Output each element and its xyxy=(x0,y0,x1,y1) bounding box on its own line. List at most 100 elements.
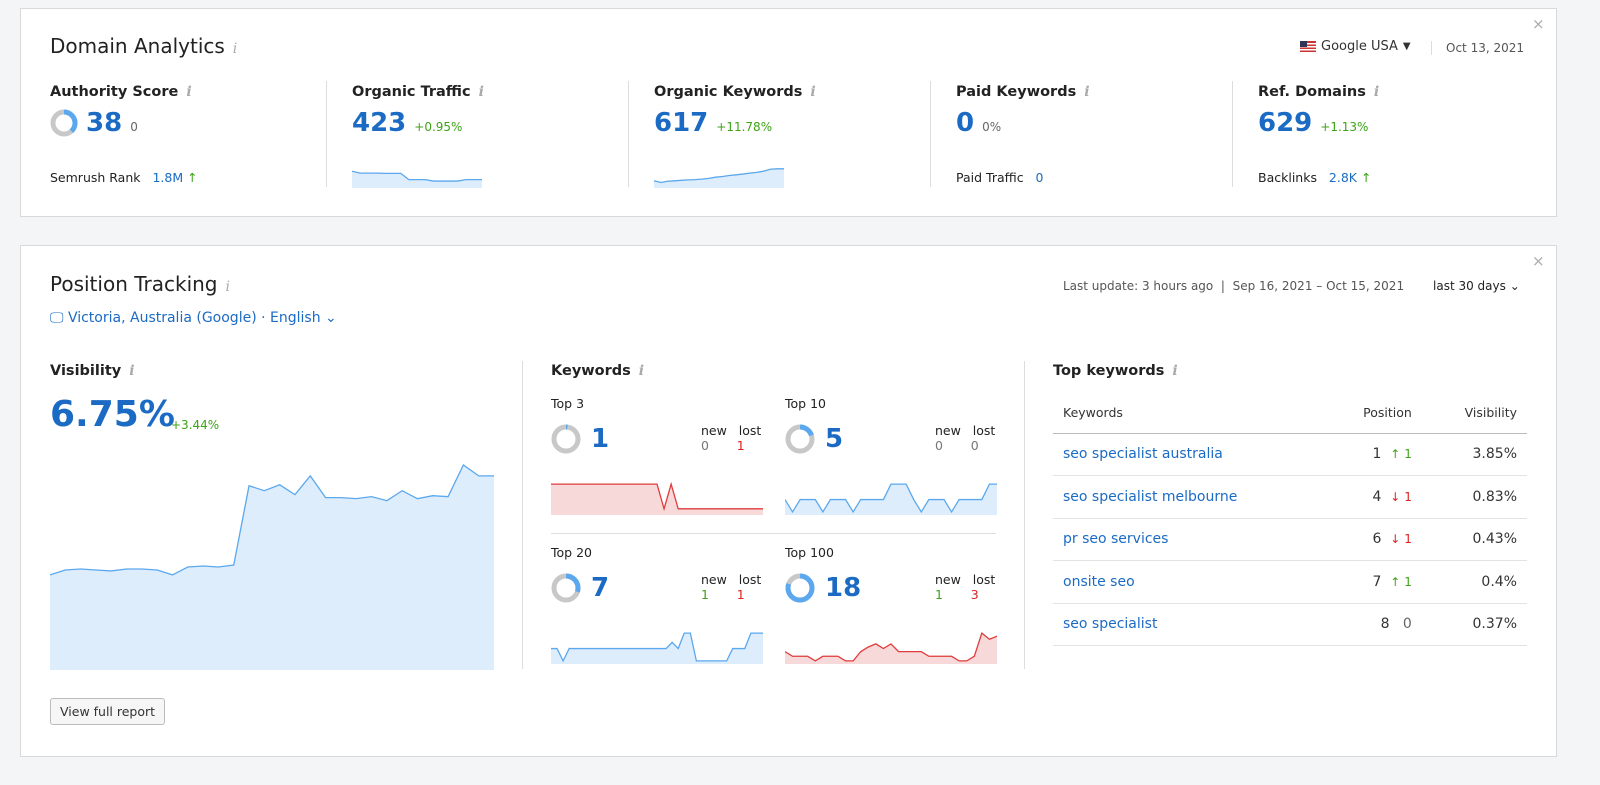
sparkline-line xyxy=(50,463,494,576)
visibility-value: 6.75% xyxy=(50,394,175,435)
sparkline-area xyxy=(50,465,494,670)
period-selector[interactable]: last 30 days ⌄ xyxy=(1433,279,1520,293)
metric-change: +0.95% xyxy=(414,120,463,134)
new-label: new xyxy=(935,572,961,587)
position-diff: 0 xyxy=(1402,616,1412,633)
sub-value[interactable]: 1.8M xyxy=(152,170,184,185)
info-icon[interactable]: i xyxy=(478,84,484,100)
keyword-link[interactable]: seo specialist australia xyxy=(1063,446,1223,463)
new-label: new xyxy=(701,572,727,587)
group-sparkline xyxy=(551,632,763,664)
metric-3: Paid Keywords i 0 0% Paid Traffic 0 xyxy=(956,84,1236,204)
info-icon[interactable]: i xyxy=(1172,363,1178,379)
new-label: new xyxy=(935,423,961,438)
database-selector[interactable]: Google USA ▼ xyxy=(1300,39,1411,54)
monitor-icon: 🖵 xyxy=(50,310,64,326)
metric-0: Authority Score i 38 0 Semrush Rank 1.8M ↑ xyxy=(50,84,330,204)
new-count: 1 xyxy=(701,587,709,602)
lost-count: 3 xyxy=(970,587,979,602)
keyword-group-top-20: Top 20 7 new lost 1 1 xyxy=(551,545,763,675)
metric-change: +11.78% xyxy=(716,120,773,134)
info-icon[interactable]: i xyxy=(129,363,135,379)
keywords-heading: Keywords i xyxy=(551,363,645,379)
new-count: 0 xyxy=(701,438,709,453)
lost-label: lost xyxy=(738,423,762,438)
position-diff: 1 xyxy=(1404,489,1412,504)
position-tracking-title: Position Tracking i xyxy=(50,272,230,296)
sparkline-area xyxy=(551,484,763,515)
database-label: Google USA xyxy=(1321,39,1398,54)
info-icon[interactable]: i xyxy=(1084,84,1090,100)
metric-label: Ref. Domains i xyxy=(1258,84,1380,100)
close-icon[interactable]: × xyxy=(1532,252,1545,270)
chevron-down-icon: ⌄ xyxy=(1509,279,1520,293)
metric-2: Organic Keywords i 617 +11.78% xyxy=(654,84,934,204)
keyword-link[interactable]: onsite seo xyxy=(1063,573,1135,590)
arrow-up-icon: ↑ xyxy=(1360,170,1372,185)
view-full-report-button[interactable]: View full report xyxy=(50,698,166,725)
lost-label: lost xyxy=(972,572,996,587)
column-header-position: Position xyxy=(1363,405,1412,421)
group-sparkline xyxy=(551,481,763,515)
domain-analytics-title: Domain Analytics i xyxy=(50,34,237,58)
close-icon[interactable]: × xyxy=(1532,15,1545,33)
top-keywords-table: Keywords Position Visibility seo special… xyxy=(1053,393,1527,646)
metric-label: Organic Keywords i xyxy=(654,84,816,100)
domain-analytics-card: Domain Analytics i × Google USA ▼ Oct 13, … xyxy=(20,8,1557,217)
position-diff: 1 xyxy=(1404,447,1412,462)
new-count: 1 xyxy=(935,587,943,602)
sub-label: Paid Traffic xyxy=(956,170,1024,185)
table-row: seo specialist australia 1 ↑ 1 3.85% xyxy=(1053,433,1527,476)
sparkline-line xyxy=(551,632,763,663)
metric-value: 38 xyxy=(86,108,123,138)
sparkline-area xyxy=(785,633,997,664)
group-sparkline xyxy=(785,483,997,515)
sub-value[interactable]: 0 xyxy=(1035,170,1044,185)
new-count: 0 xyxy=(935,438,943,453)
arrow-down-icon: ↓ xyxy=(1390,532,1401,547)
lost-label: lost xyxy=(738,572,762,587)
new-label: new xyxy=(701,423,727,438)
visibility-heading: Visibility i xyxy=(50,363,135,379)
us-flag-icon xyxy=(1300,41,1316,52)
info-icon[interactable]: i xyxy=(1373,84,1380,100)
info-icon[interactable]: i xyxy=(638,363,645,379)
metric-sparkline xyxy=(352,170,482,188)
column-header-keywords: Keywords xyxy=(1063,405,1123,421)
info-icon[interactable]: i xyxy=(186,84,192,100)
visibility-value: 3.85% xyxy=(1472,446,1517,463)
chevron-down-icon: ⌄ xyxy=(325,310,337,326)
position-value: 4 xyxy=(1372,488,1382,505)
visibility-value: 0.83% xyxy=(1472,488,1517,505)
keyword-link[interactable]: pr seo services xyxy=(1063,531,1169,548)
table-row: seo specialist 8 0 0.37% xyxy=(1053,603,1527,646)
location-selector[interactable]: 🖵 Victoria, Australia (Google) · English… xyxy=(50,310,337,326)
group-label: Top 10 xyxy=(785,396,826,411)
sparkline-line xyxy=(352,170,482,182)
position-value: 7 xyxy=(1372,573,1382,590)
visibility-value: 0.37% xyxy=(1472,616,1517,633)
group-label: Top 20 xyxy=(551,545,592,560)
lost-label: lost xyxy=(972,423,996,438)
title-text: Position Tracking xyxy=(50,272,218,296)
top-keywords-heading: Top keywords i xyxy=(1053,363,1178,379)
last-update: Last update: 3 hours ago xyxy=(1063,279,1214,293)
report-date: Oct 13, 2021 xyxy=(1446,41,1524,55)
position-tracking-card: Position Tracking i × 🖵 Victoria, Austral… xyxy=(20,245,1557,757)
sub-value[interactable]: 2.8K xyxy=(1328,170,1357,185)
info-icon[interactable]: i xyxy=(232,41,238,57)
info-icon[interactable]: i xyxy=(810,84,816,100)
metric-label: Authority Score i xyxy=(50,84,192,100)
metric-1: Organic Traffic i 423 +0.95% xyxy=(352,84,632,204)
metric-label: Organic Traffic i xyxy=(352,84,484,100)
group-value: 7 xyxy=(591,573,610,603)
sparkline-line xyxy=(785,483,997,514)
position-value: 6 xyxy=(1372,531,1382,548)
sparkline-area xyxy=(352,171,482,188)
group-value: 5 xyxy=(825,424,844,454)
keyword-link[interactable]: seo specialist xyxy=(1063,616,1158,633)
table-row: pr seo services 6 ↓ 1 0.43% xyxy=(1053,518,1527,561)
info-icon[interactable]: i xyxy=(225,279,230,295)
keyword-link[interactable]: seo specialist melbourne xyxy=(1063,488,1238,505)
position-diff: 1 xyxy=(1404,532,1412,547)
